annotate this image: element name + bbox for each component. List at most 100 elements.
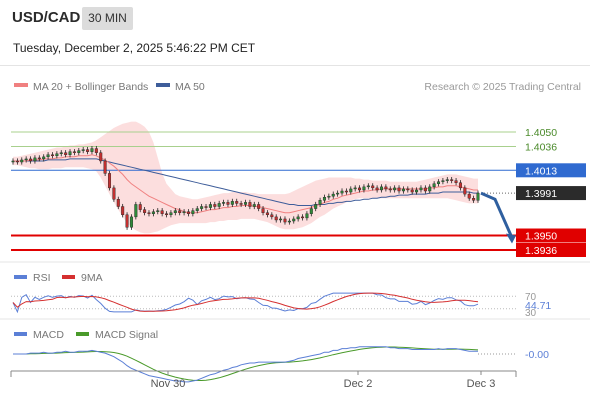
candle — [441, 178, 445, 185]
candle — [50, 152, 54, 159]
rsi-value-label: 44.71 — [525, 300, 551, 312]
candle — [186, 209, 190, 217]
macd-signal-line — [13, 346, 479, 381]
resistance-label: 1.4050 — [525, 127, 557, 139]
rsi-level-30-label: 30 — [525, 308, 537, 319]
candle — [336, 190, 340, 197]
support-label: 1.3936 — [525, 245, 557, 257]
candle — [248, 199, 252, 210]
level-labels: 1.4050 1.4036 1.4013 1.3991 1.3950 1.3936 — [516, 127, 586, 257]
candle — [235, 198, 239, 207]
candle — [287, 218, 291, 225]
candle — [467, 191, 471, 201]
candle — [64, 150, 68, 158]
candle — [182, 209, 186, 216]
candle — [24, 156, 28, 163]
candle — [208, 201, 212, 211]
ma20-legend-label: MA 20 + Bollinger Bands — [33, 81, 148, 93]
candle — [252, 201, 256, 210]
candle — [437, 179, 441, 187]
candle — [472, 195, 476, 203]
candle — [318, 197, 322, 208]
candle — [77, 148, 81, 156]
candle — [292, 216, 296, 224]
candle — [55, 151, 59, 159]
candle — [353, 185, 357, 192]
support-label-box — [516, 228, 586, 243]
candle — [59, 150, 63, 157]
candle — [68, 149, 72, 158]
candle — [121, 203, 125, 218]
candle — [454, 178, 458, 186]
macd-legend: MACD MACD Signal — [14, 329, 158, 341]
candle — [270, 212, 274, 220]
candle — [301, 214, 305, 221]
candle — [476, 190, 480, 203]
candle — [327, 193, 331, 200]
candle — [108, 170, 112, 191]
forecast-arrowhead — [506, 233, 516, 244]
ma20-legend-swatch — [14, 83, 28, 87]
candle — [239, 200, 243, 208]
candle — [279, 216, 283, 223]
rsi-ma-legend-label: 9MA — [81, 272, 103, 284]
candle — [138, 201, 142, 213]
candle — [46, 152, 50, 160]
macd-signal-legend-label: MACD Signal — [95, 329, 158, 341]
candle — [29, 156, 33, 164]
candle — [375, 185, 379, 193]
last-price-box — [516, 186, 586, 201]
candle — [112, 185, 116, 202]
candle — [397, 185, 401, 194]
candle — [116, 196, 120, 210]
last-price-label: 1.3991 — [525, 188, 557, 200]
candle — [340, 188, 344, 196]
candle — [37, 155, 41, 162]
support-label: 1.3950 — [525, 231, 557, 243]
rsi-ma-line — [12, 292, 479, 312]
header-divider — [0, 65, 590, 66]
candle — [90, 145, 94, 155]
rsi-legend-swatch — [14, 275, 27, 279]
candle — [173, 208, 177, 216]
candle — [283, 216, 287, 225]
candle — [103, 158, 107, 176]
candle — [11, 158, 15, 165]
candle — [410, 187, 414, 195]
resistance-label: 1.4036 — [525, 141, 557, 153]
research-credit: Research © 2025 Trading Central — [424, 81, 581, 93]
candle — [428, 184, 432, 194]
candle — [230, 198, 234, 208]
candle — [42, 154, 46, 162]
timeframe-badge[interactable]: 30 MIN — [82, 7, 133, 30]
candle — [388, 186, 392, 193]
candle — [156, 208, 160, 215]
macd-plot: -0.00 — [13, 346, 549, 383]
candle — [274, 214, 278, 223]
candle — [458, 180, 462, 191]
candle — [305, 211, 309, 221]
candle — [463, 185, 467, 197]
support-label-box — [516, 243, 586, 257]
candle — [20, 157, 24, 165]
bollinger-band — [13, 121, 478, 234]
candle — [393, 185, 397, 193]
candle — [331, 191, 335, 199]
ma50-line — [13, 158, 478, 206]
macd-value-label: -0.00 — [525, 349, 549, 361]
pivot-label: 1.4013 — [525, 165, 557, 177]
candle — [366, 183, 370, 190]
candle — [362, 184, 366, 193]
candle — [204, 203, 208, 211]
candle — [432, 181, 436, 190]
rsi-legend-label: RSI — [33, 272, 51, 284]
candle — [99, 150, 103, 164]
candle — [222, 199, 226, 207]
candle — [72, 149, 76, 156]
macd-signal-legend-swatch — [76, 332, 89, 336]
candle — [165, 211, 169, 218]
candle — [406, 186, 410, 193]
candle — [129, 214, 133, 230]
